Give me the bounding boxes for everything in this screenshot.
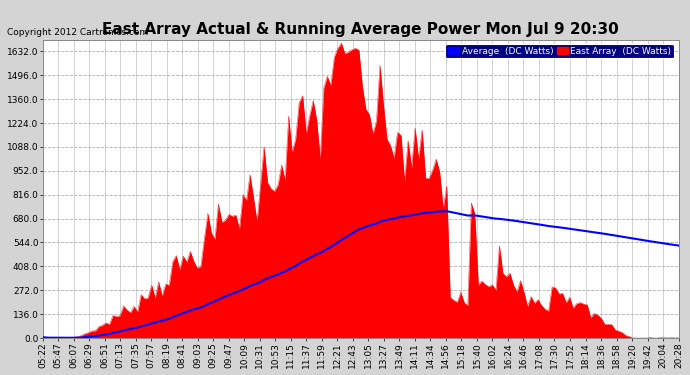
Title: East Array Actual & Running Average Power Mon Jul 9 20:30: East Array Actual & Running Average Powe… xyxy=(102,22,619,37)
Legend: Average  (DC Watts), East Array  (DC Watts): Average (DC Watts), East Array (DC Watts… xyxy=(445,44,674,58)
Text: Copyright 2012 Cartronics.com: Copyright 2012 Cartronics.com xyxy=(7,28,148,37)
